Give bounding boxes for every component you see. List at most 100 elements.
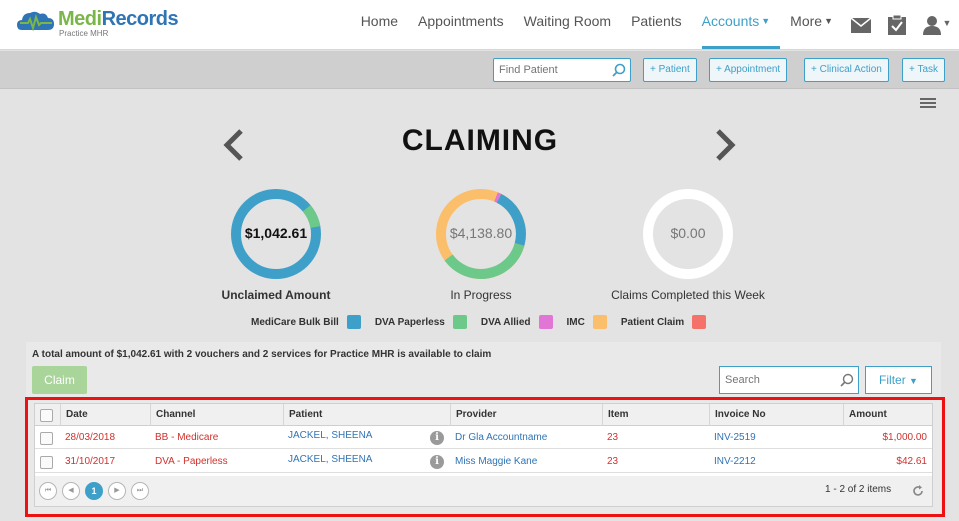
brand-subtitle: Practice MHR (59, 29, 109, 38)
legend-label: MediCare Bulk Bill (251, 316, 339, 328)
legend-label: DVA Allied (480, 316, 531, 328)
in-progress-donut-chart (436, 189, 526, 279)
claims-table: Date Channel Patient Provider Item Invoi… (34, 403, 933, 507)
row-item: 23 (607, 432, 619, 443)
column-header-channel[interactable]: Channel (150, 404, 283, 426)
nav-accounts-label: Accounts (701, 13, 760, 29)
claim-panel: A total amount of $1,042.61 with 2 vouch… (26, 342, 941, 516)
table-pager: ⏮ ◀ 1 ▶ ⏭ 1 - 2 of 2 items (35, 476, 932, 506)
pager-info: 1 - 2 of 2 items (825, 484, 892, 495)
previous-arrow-icon[interactable] (221, 128, 245, 162)
in-progress-label: In Progress (450, 288, 512, 302)
legend-swatch (538, 315, 553, 329)
next-page-icon[interactable]: ▶ (108, 482, 126, 500)
cloud-heartbeat-icon (17, 11, 54, 32)
current-page-button[interactable]: 1 (85, 482, 103, 500)
next-arrow-icon[interactable] (714, 128, 738, 162)
top-navigation-bar: MediRecords Practice MHR Home Appointmen… (0, 0, 959, 50)
brand-name-part1: Medi (58, 8, 102, 30)
unclaimed-donut-chart (231, 189, 321, 279)
table-search-input[interactable] (720, 367, 832, 393)
nav-more-label: More (790, 13, 823, 29)
add-clinical-action-button[interactable]: + Clinical Action (804, 58, 889, 82)
user-icon (922, 16, 941, 35)
nav-appointments[interactable]: Appointments (408, 0, 514, 50)
add-patient-button[interactable]: + Patient (643, 58, 697, 82)
filter-button[interactable]: Filter ▼ (865, 366, 932, 394)
search-icon[interactable] (840, 373, 854, 387)
row-amount: $1,000.00 (882, 432, 928, 443)
claims-completed-summary[interactable]: $0.00 Claims Completed this Week (598, 188, 778, 302)
medirecords-logo[interactable]: MediRecords Practice MHR (16, 8, 179, 38)
chevron-down-icon: ▼ (909, 376, 918, 386)
chevron-down-icon: ▼ (942, 18, 952, 28)
table-row[interactable]: 31/10/2017 DVA - Paperless JACKEL, SHEEN… (35, 451, 932, 473)
user-menu[interactable]: ▼ (915, 0, 959, 50)
nav-waiting-room[interactable]: Waiting Room (514, 0, 621, 50)
action-bar: + Patient + Appointment + Clinical Actio… (0, 51, 959, 89)
column-header-provider[interactable]: Provider (450, 404, 602, 426)
previous-page-icon[interactable]: ◀ (62, 482, 80, 500)
column-header-amount[interactable]: Amount (843, 404, 932, 426)
legend-label: Patient Claim (620, 316, 685, 328)
legend-dva-paperless: DVA Paperless (375, 315, 467, 329)
legend-label: IMC (566, 316, 585, 328)
row-date: 28/03/2018 (65, 432, 116, 443)
last-page-icon[interactable]: ⏭ (131, 482, 149, 500)
row-patient-link[interactable]: JACKEL, SHEENA (288, 430, 373, 441)
mail-icon[interactable] (843, 0, 879, 50)
claims-completed-label: Claims Completed this Week (611, 288, 765, 302)
nav-waiting-room-label: Waiting Room (523, 13, 612, 29)
column-header-patient[interactable]: Patient (283, 404, 450, 426)
add-task-button[interactable]: + Task (902, 58, 945, 82)
row-date: 31/10/2017 (65, 456, 116, 467)
nav-accounts[interactable]: Accounts ▼ (692, 0, 781, 50)
add-appointment-button[interactable]: + Appointment (709, 58, 788, 82)
column-header-item[interactable]: Item (602, 404, 709, 426)
info-icon[interactable]: i (430, 431, 444, 445)
table-search-field[interactable] (719, 366, 859, 394)
column-header-date[interactable]: Date (60, 404, 150, 426)
nav-home[interactable]: Home (351, 0, 408, 50)
in-progress-summary[interactable]: $4,138.80 In Progress (391, 188, 571, 302)
row-patient-link[interactable]: JACKEL, SHEENA (288, 454, 373, 465)
in-progress-value: $4,138.80 (449, 225, 513, 241)
row-checkbox[interactable] (40, 432, 53, 445)
unclaimed-amount-summary[interactable]: $1,042.61 Unclaimed Amount (186, 188, 366, 302)
brand-name-part2: Records (101, 8, 179, 30)
row-provider-link[interactable]: Dr Gla Accountname (455, 432, 548, 443)
search-icon[interactable] (612, 63, 626, 77)
hamburger-menu-icon[interactable] (920, 98, 936, 108)
chevron-down-icon: ▼ (761, 16, 771, 26)
claim-button[interactable]: Claim (32, 366, 87, 394)
claims-completed-donut-chart (643, 189, 733, 279)
refresh-icon[interactable] (911, 484, 925, 498)
row-item: 23 (607, 456, 619, 467)
find-patient-input[interactable] (494, 59, 604, 81)
legend-swatch (592, 315, 607, 329)
legend-swatch (452, 315, 467, 329)
row-amount: $42.61 (896, 456, 927, 467)
nav-patients[interactable]: Patients (621, 0, 692, 50)
unclaimed-amount-value: $1,042.61 (244, 225, 308, 241)
table-row[interactable]: 28/03/2018 BB - Medicare JACKEL, SHEENA … (35, 427, 932, 449)
row-invoice-link[interactable]: INV-2519 (714, 432, 756, 443)
column-header-invoice-no[interactable]: Invoice No (709, 404, 843, 426)
find-patient-field[interactable] (493, 58, 631, 82)
select-all-checkbox[interactable] (40, 409, 53, 422)
unclaimed-amount-label: Unclaimed Amount (221, 288, 331, 302)
row-channel: BB - Medicare (155, 432, 219, 443)
page-title: CLAIMING (401, 124, 559, 157)
row-invoice-link[interactable]: INV-2212 (714, 456, 756, 467)
clipboard-check-icon[interactable] (879, 0, 915, 50)
row-provider-link[interactable]: Miss Maggie Kane (455, 456, 538, 467)
first-page-icon[interactable]: ⏮ (39, 482, 57, 500)
nav-home-label: Home (360, 13, 399, 29)
filter-button-label: Filter (879, 373, 906, 387)
nav-more[interactable]: More ▼ (780, 0, 843, 50)
legend-label: DVA Paperless (374, 316, 445, 328)
nav-patients-label: Patients (631, 13, 682, 29)
row-channel: DVA - Paperless (155, 456, 228, 467)
row-checkbox[interactable] (40, 456, 53, 469)
info-icon[interactable]: i (430, 455, 444, 469)
